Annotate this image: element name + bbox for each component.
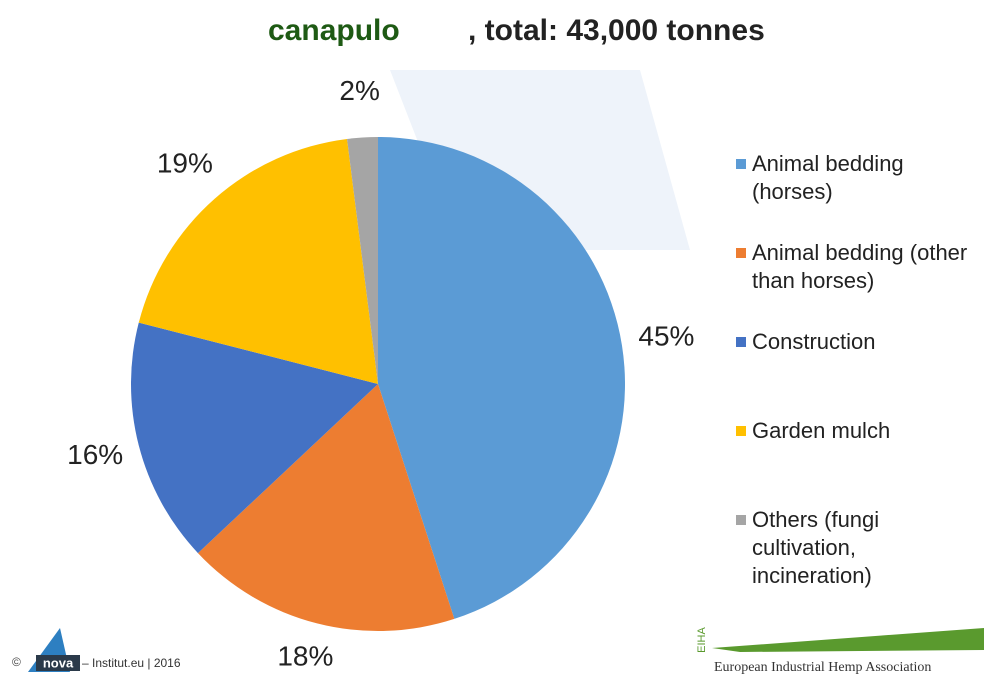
- credit: – Institut.eu | 2016: [82, 656, 181, 670]
- association: European Industrial Hemp Association: [714, 660, 931, 675]
- legend-swatch: [736, 159, 746, 169]
- legend-label: Construction: [752, 329, 876, 354]
- legend-item: Animal bedding (other than horses): [736, 239, 976, 328]
- pie-slice: [138, 138, 378, 384]
- pie-slice: [197, 384, 455, 631]
- slice-label: 18%: [277, 640, 333, 671]
- logo: nova: [43, 655, 74, 670]
- copyright: ©: [12, 655, 21, 669]
- slice-label: 19%: [157, 147, 213, 178]
- title: , total: 43,000 tonnes: [468, 14, 765, 47]
- slice-label: 2%: [339, 75, 379, 106]
- pie: 45% 18% 16% 19% 2%: [67, 75, 694, 671]
- legend-swatch: [736, 426, 746, 436]
- pie-slice: [378, 137, 625, 619]
- logo-box: [36, 655, 80, 671]
- legend-label: Animal bedding (other than horses): [752, 240, 968, 293]
- legend-swatch: [736, 337, 746, 347]
- eiha: EIHA: [696, 627, 708, 653]
- legend-swatch: [736, 515, 746, 525]
- title-box: [258, 8, 468, 60]
- legend-item: Animal bedding (horses): [736, 150, 976, 239]
- legend-item: Construction: [736, 328, 976, 417]
- slice-label: 45%: [638, 321, 694, 352]
- legend-swatch: [736, 248, 746, 258]
- legend-item: Garden mulch: [736, 417, 976, 506]
- legend-item: Others (fungi cultivation, incineration): [736, 506, 976, 595]
- pie-slice: [347, 137, 378, 384]
- legend-label: Others (fungi cultivation, incineration): [752, 507, 880, 588]
- pie-slice: [131, 322, 378, 554]
- legend: Animal bedding (horses) Animal bedding (o…: [736, 150, 976, 595]
- legend-label: Garden mulch: [752, 418, 891, 443]
- eiha-swoosh: [712, 628, 984, 652]
- slice-label: 16%: [67, 439, 123, 470]
- title-keyword: canapulo: [268, 14, 400, 47]
- legend-label: Animal bedding (horses): [752, 151, 904, 204]
